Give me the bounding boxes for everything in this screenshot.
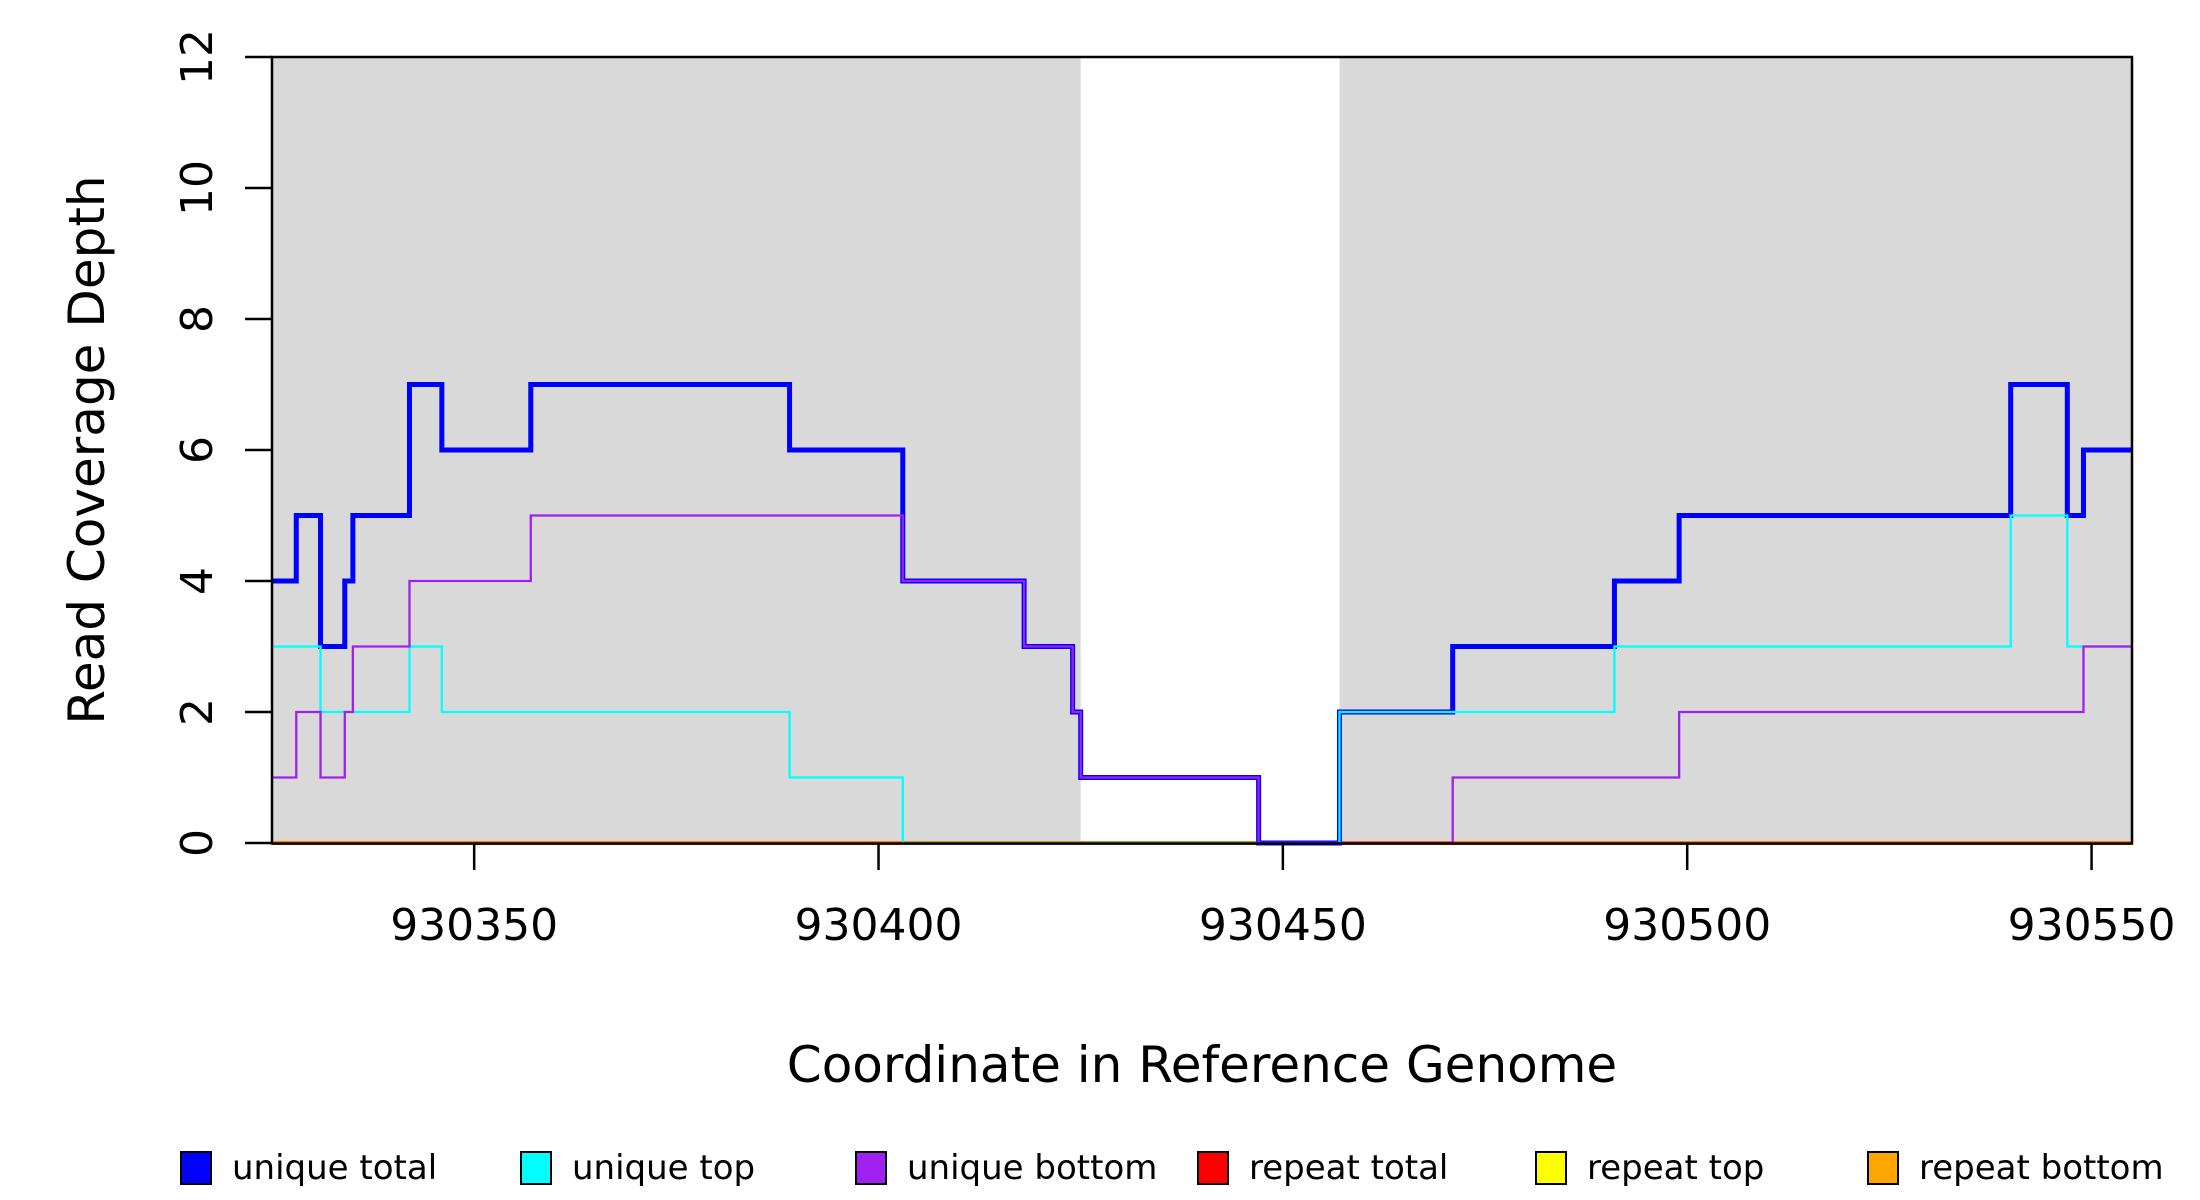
- legend-item-repeat-bottom: repeat bottom: [1867, 1148, 2164, 1188]
- x-tick-label: 930450: [1199, 900, 1367, 951]
- legend-swatch: [1535, 1151, 1567, 1185]
- axis-ticks: [245, 55, 2093, 870]
- legend-swatch: [855, 1151, 887, 1185]
- legend-label: unique total: [232, 1148, 438, 1188]
- axis-tick-labels: 0 2 4 6 8 10 12 930350 930400 930450 930500 930550: [172, 29, 2176, 951]
- y-tick-label: 6: [172, 436, 223, 464]
- y-tick-label: 4: [172, 567, 223, 595]
- legend-label: repeat top: [1587, 1148, 1765, 1188]
- y-tick-label: 12: [172, 29, 223, 85]
- y-tick-label: 10: [172, 160, 223, 216]
- legend-label: unique bottom: [907, 1148, 1158, 1188]
- x-tick-label: 930350: [390, 900, 558, 951]
- series-line-unique-bottom: [272, 514, 2132, 845]
- x-tick-label: 930550: [2008, 900, 2176, 951]
- legend-item-repeat-top: repeat top: [1535, 1148, 1764, 1188]
- y-tick-label: 8: [172, 305, 223, 333]
- y-tick-label: 2: [172, 698, 223, 726]
- legend-label: repeat total: [1249, 1148, 1449, 1188]
- x-tick-label: 930400: [795, 900, 963, 951]
- legend-swatch: [1197, 1151, 1229, 1185]
- legend-item-unique-total: unique total: [180, 1148, 437, 1188]
- legend-swatch: [520, 1151, 552, 1185]
- y-axis-title: Read Coverage Depth: [58, 175, 116, 724]
- legend-label: repeat bottom: [1919, 1148, 2164, 1188]
- legend-item-repeat-total: repeat total: [1197, 1148, 1448, 1188]
- chart-legend: unique total unique top unique bottom repea…: [0, 1148, 2200, 1192]
- legend-swatch: [1867, 1151, 1899, 1185]
- x-tick-label: 930500: [1603, 900, 1771, 951]
- highlight-regions: [272, 57, 2132, 844]
- legend-item-unique-top: unique top: [520, 1148, 755, 1188]
- y-tick-label: 0: [172, 829, 223, 857]
- x-axis-title: Coordinate in Reference Genome: [787, 1036, 1617, 1094]
- legend-item-unique-bottom: unique bottom: [855, 1148, 1157, 1188]
- legend-label: unique top: [572, 1148, 756, 1188]
- series-line-unique-top: [272, 514, 2132, 845]
- highlight-region: [272, 57, 1081, 844]
- legend-swatch: [180, 1151, 212, 1185]
